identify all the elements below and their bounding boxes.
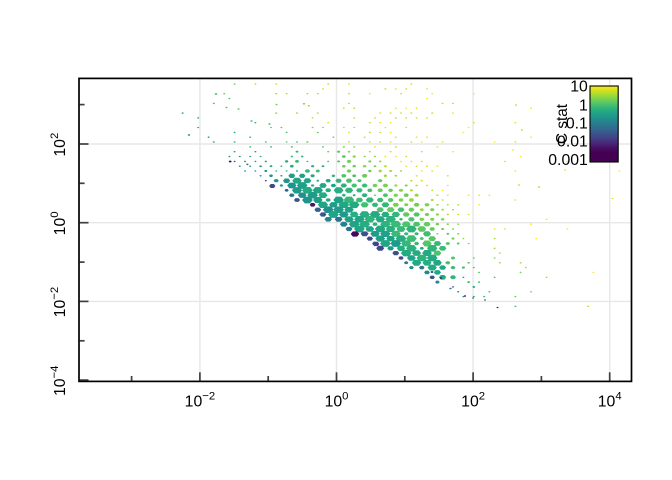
svg-text:1: 1	[579, 97, 588, 114]
svg-text:0.1: 0.1	[566, 116, 588, 133]
svg-text:10: 10	[570, 79, 588, 96]
svg-text:C stat: C stat	[554, 103, 571, 144]
svg-text:0.01: 0.01	[557, 134, 588, 151]
svg-text:0.001: 0.001	[548, 152, 588, 169]
